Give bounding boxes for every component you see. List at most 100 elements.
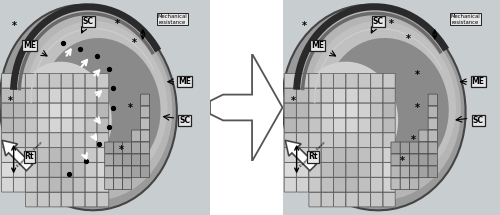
FancyBboxPatch shape (114, 154, 122, 166)
Text: *: * (8, 96, 13, 106)
FancyBboxPatch shape (62, 177, 73, 192)
FancyBboxPatch shape (383, 163, 395, 177)
FancyBboxPatch shape (346, 73, 358, 88)
Text: Mechanical
resistance: Mechanical resistance (158, 14, 187, 25)
FancyBboxPatch shape (2, 133, 14, 147)
Text: Mechanical
resistance: Mechanical resistance (450, 14, 480, 25)
FancyBboxPatch shape (14, 163, 26, 177)
FancyBboxPatch shape (132, 166, 140, 178)
FancyBboxPatch shape (410, 154, 419, 166)
FancyBboxPatch shape (400, 154, 409, 166)
FancyBboxPatch shape (26, 73, 37, 88)
FancyBboxPatch shape (85, 118, 97, 133)
FancyBboxPatch shape (97, 177, 109, 192)
FancyBboxPatch shape (73, 118, 85, 133)
FancyBboxPatch shape (97, 103, 109, 118)
FancyBboxPatch shape (400, 178, 409, 189)
FancyBboxPatch shape (14, 148, 26, 162)
FancyBboxPatch shape (50, 192, 61, 207)
FancyBboxPatch shape (73, 133, 85, 147)
FancyBboxPatch shape (50, 118, 61, 133)
FancyBboxPatch shape (358, 88, 370, 103)
FancyBboxPatch shape (383, 118, 395, 133)
FancyBboxPatch shape (62, 118, 73, 133)
FancyBboxPatch shape (322, 88, 334, 103)
FancyBboxPatch shape (14, 103, 26, 118)
FancyBboxPatch shape (2, 148, 14, 162)
FancyBboxPatch shape (104, 178, 114, 189)
Text: *: * (415, 103, 420, 112)
Ellipse shape (19, 74, 94, 162)
FancyBboxPatch shape (38, 148, 49, 162)
FancyBboxPatch shape (334, 177, 345, 192)
Text: *: * (415, 70, 420, 80)
FancyBboxPatch shape (322, 118, 334, 133)
FancyBboxPatch shape (26, 163, 37, 177)
FancyBboxPatch shape (334, 88, 345, 103)
FancyBboxPatch shape (334, 103, 345, 118)
Text: Rt: Rt (24, 152, 34, 161)
FancyBboxPatch shape (50, 103, 61, 118)
FancyBboxPatch shape (284, 88, 296, 103)
FancyBboxPatch shape (358, 177, 370, 192)
FancyBboxPatch shape (2, 118, 14, 133)
FancyBboxPatch shape (14, 73, 26, 88)
FancyBboxPatch shape (322, 103, 334, 118)
FancyBboxPatch shape (132, 154, 140, 166)
Ellipse shape (291, 10, 461, 200)
FancyBboxPatch shape (140, 130, 149, 142)
FancyBboxPatch shape (346, 177, 358, 192)
FancyBboxPatch shape (428, 106, 438, 118)
FancyBboxPatch shape (97, 118, 109, 133)
FancyBboxPatch shape (309, 192, 321, 207)
FancyBboxPatch shape (132, 130, 140, 142)
FancyBboxPatch shape (73, 88, 85, 103)
FancyBboxPatch shape (428, 130, 438, 142)
FancyBboxPatch shape (428, 154, 438, 166)
FancyBboxPatch shape (370, 118, 383, 133)
FancyBboxPatch shape (97, 133, 109, 147)
FancyBboxPatch shape (358, 133, 370, 147)
FancyBboxPatch shape (296, 88, 308, 103)
FancyBboxPatch shape (410, 142, 419, 154)
FancyBboxPatch shape (358, 163, 370, 177)
FancyBboxPatch shape (62, 73, 73, 88)
FancyBboxPatch shape (26, 133, 37, 147)
FancyBboxPatch shape (346, 118, 358, 133)
FancyBboxPatch shape (2, 103, 14, 118)
FancyBboxPatch shape (391, 142, 400, 154)
Ellipse shape (309, 21, 456, 186)
FancyBboxPatch shape (391, 166, 400, 178)
FancyBboxPatch shape (391, 178, 400, 189)
FancyBboxPatch shape (309, 73, 321, 88)
FancyBboxPatch shape (383, 133, 395, 147)
FancyBboxPatch shape (296, 103, 308, 118)
FancyBboxPatch shape (50, 177, 61, 192)
FancyBboxPatch shape (383, 177, 395, 192)
FancyBboxPatch shape (85, 103, 97, 118)
Ellipse shape (302, 74, 380, 162)
Polygon shape (2, 140, 32, 171)
Text: Rt: Rt (308, 152, 318, 161)
FancyBboxPatch shape (383, 88, 395, 103)
Text: ME: ME (472, 77, 485, 86)
FancyBboxPatch shape (97, 148, 109, 162)
FancyBboxPatch shape (334, 148, 345, 162)
FancyBboxPatch shape (85, 177, 97, 192)
FancyBboxPatch shape (284, 103, 296, 118)
FancyBboxPatch shape (38, 88, 49, 103)
FancyBboxPatch shape (284, 148, 296, 162)
Text: *: * (406, 34, 411, 44)
Ellipse shape (26, 21, 168, 185)
FancyBboxPatch shape (38, 177, 49, 192)
FancyBboxPatch shape (284, 133, 296, 147)
FancyBboxPatch shape (132, 142, 140, 154)
FancyBboxPatch shape (114, 142, 122, 154)
Ellipse shape (298, 62, 398, 175)
FancyBboxPatch shape (284, 163, 296, 177)
FancyBboxPatch shape (140, 106, 149, 118)
Ellipse shape (325, 38, 448, 177)
FancyBboxPatch shape (50, 73, 61, 88)
FancyBboxPatch shape (97, 88, 109, 103)
FancyBboxPatch shape (284, 177, 296, 192)
